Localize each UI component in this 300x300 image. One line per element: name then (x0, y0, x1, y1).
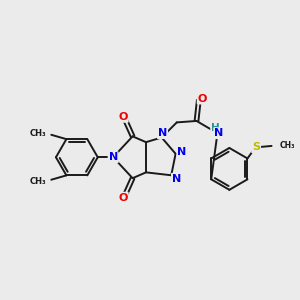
Text: N: N (177, 147, 187, 157)
Text: N: N (214, 128, 224, 138)
Text: S: S (252, 142, 260, 152)
Text: N: N (158, 128, 167, 138)
Text: N: N (172, 174, 181, 184)
Text: N: N (109, 152, 118, 162)
Text: O: O (118, 112, 128, 122)
Text: O: O (118, 193, 128, 202)
Text: H: H (211, 123, 220, 133)
Text: CH₃: CH₃ (29, 129, 46, 138)
Text: CH₃: CH₃ (29, 177, 46, 186)
Text: CH₃: CH₃ (280, 141, 295, 150)
Text: O: O (198, 94, 207, 103)
